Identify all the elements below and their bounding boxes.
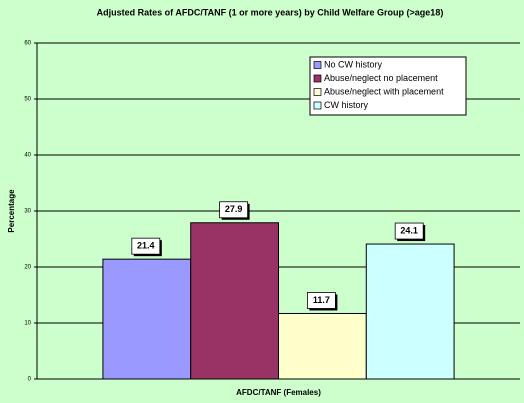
- data-label: 11.7: [313, 295, 330, 305]
- data-label: 21.4: [137, 241, 155, 251]
- chart-title: Adjusted Rates of AFDC/TANF (1 or more y…: [97, 7, 444, 17]
- legend-swatch: [313, 101, 322, 110]
- data-label: 24.1: [400, 225, 418, 235]
- legend-swatch: [313, 61, 322, 69]
- data-label-box: [219, 201, 249, 219]
- legend-label: Abuse/neglect with placement: [324, 86, 444, 96]
- legend-swatch: [313, 88, 322, 96]
- y-tick-label: 50: [24, 97, 31, 103]
- y-axis-label: Percentage: [7, 189, 16, 233]
- bar: [365, 243, 455, 380]
- y-tick-label: 10: [24, 321, 31, 327]
- data-label-box: [131, 237, 161, 255]
- data-label: 27.9: [225, 204, 243, 214]
- y-tick-label: 30: [24, 209, 31, 215]
- legend-label: CW history: [324, 100, 369, 110]
- legend-swatch: [313, 74, 322, 83]
- bar: [278, 312, 367, 380]
- bar: [190, 222, 279, 380]
- data-label-box: [394, 222, 424, 240]
- legend-label: Abuse/neglect no placement: [324, 73, 438, 83]
- x-tick-label: AFDC/TANF (Females): [236, 388, 321, 397]
- legend-label: No CW history: [324, 59, 383, 69]
- y-tick-label: 40: [24, 153, 31, 159]
- legend-box: [309, 56, 467, 116]
- y-tick-label: 20: [24, 265, 31, 271]
- bar: [102, 258, 192, 380]
- y-tick-label: 60: [24, 41, 31, 47]
- y-tick-label: 0: [28, 377, 32, 383]
- data-label-box: [306, 292, 336, 309]
